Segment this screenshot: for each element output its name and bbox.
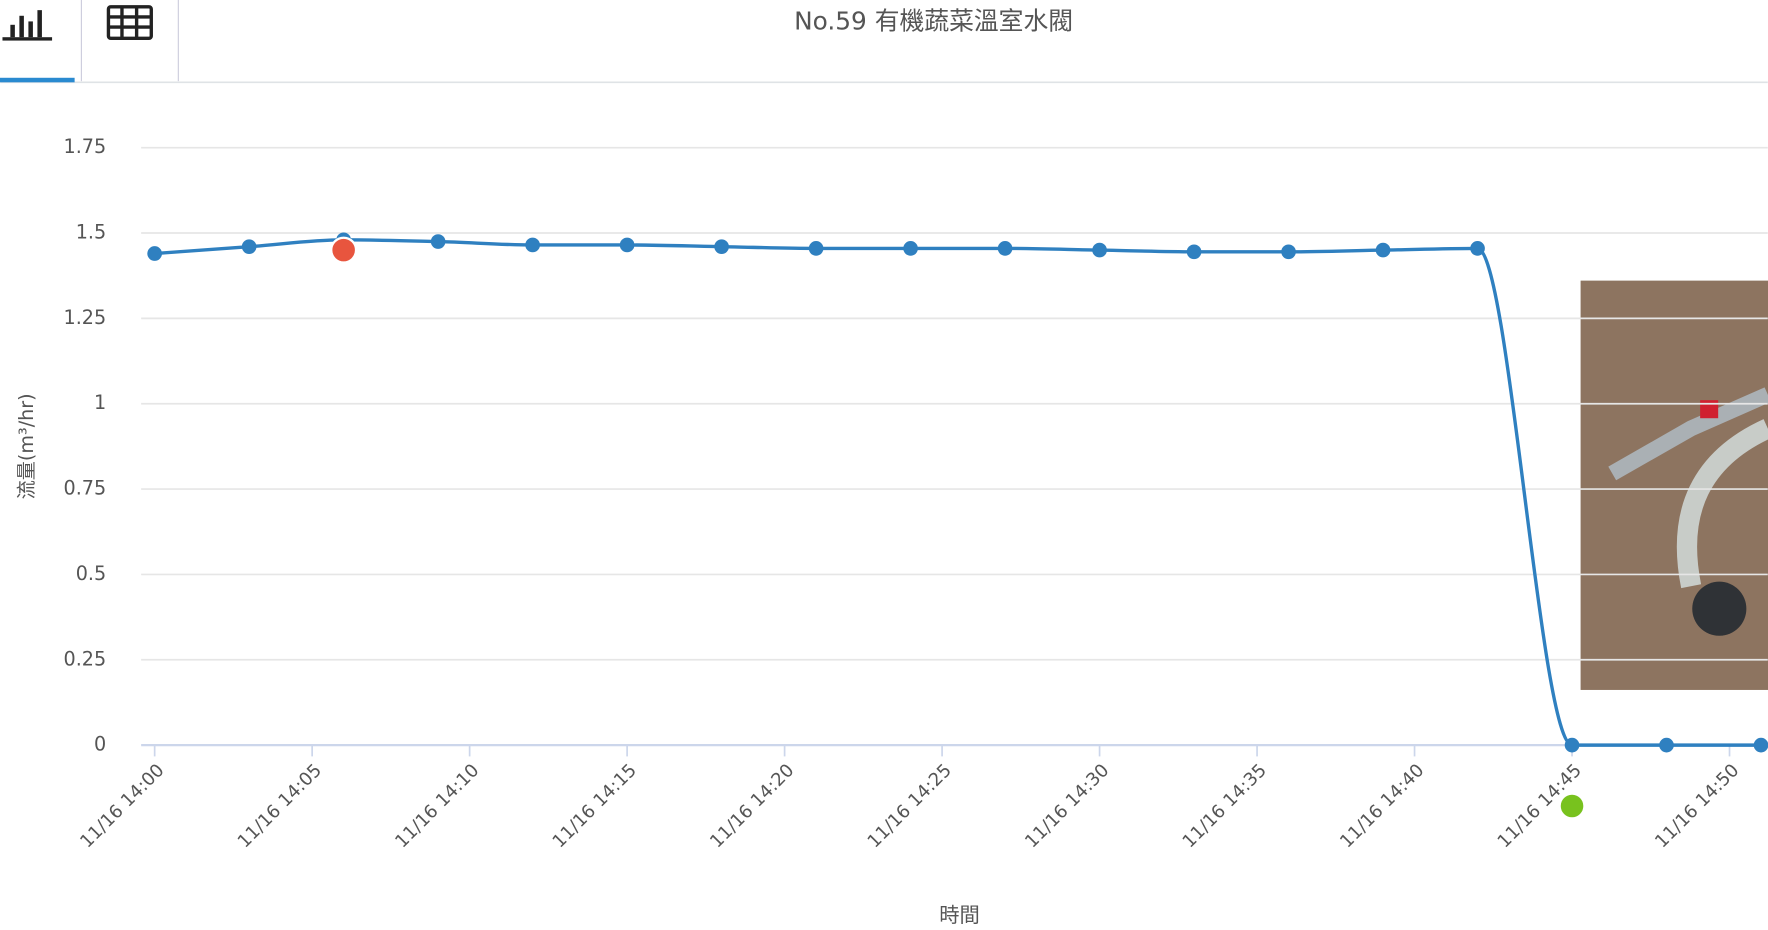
- x-tick-label: 11/16 14:30: [1021, 760, 1113, 852]
- photo-meter: [1692, 581, 1747, 636]
- data-point: [1470, 241, 1485, 256]
- y-tick-label: 1: [94, 391, 106, 414]
- data-point: [1186, 244, 1202, 260]
- y-tick-label: 0.75: [64, 477, 107, 500]
- data-point: [1659, 737, 1674, 753]
- x-tick-label: 11/16 14:35: [1179, 760, 1271, 852]
- y-tick-label: 0.5: [76, 562, 106, 585]
- series-line: [154, 238, 1762, 747]
- x-tick-label: 11/16 14:20: [706, 760, 798, 852]
- x-tick-label: 11/16 14:05: [234, 760, 326, 852]
- data-point: [619, 237, 635, 253]
- x-tick-label: 11/16 14:40: [1336, 760, 1428, 852]
- chart-view-button[interactable]: [0, 10, 75, 83]
- data-point: [808, 241, 824, 256]
- chart-title: No.59 有機蔬菜溫室水閥: [794, 7, 1073, 36]
- event-marker: [330, 236, 358, 264]
- data-point: [1281, 244, 1296, 260]
- data-point: [1564, 737, 1580, 753]
- photo-valve: [1700, 400, 1719, 419]
- table-view-button[interactable]: [106, 5, 153, 41]
- x-tick-label: 11/16 14:10: [391, 760, 483, 852]
- photo-pipe: [1608, 387, 1768, 481]
- event-marker: [1558, 792, 1586, 820]
- x-tick-label: 11/16 14:25: [864, 760, 956, 852]
- y-tick-label: 1.25: [64, 306, 107, 329]
- data-point: [997, 241, 1013, 256]
- data-point: [147, 246, 162, 261]
- y-tick-label: 1.75: [64, 135, 107, 158]
- bar-chart-icon: [2, 10, 53, 41]
- y-tick-label: 0.25: [64, 647, 107, 670]
- data-point: [1375, 242, 1391, 258]
- y-axis-label: 流量(m³/hr): [15, 393, 38, 499]
- table-icon: [106, 5, 153, 41]
- y-tick-label: 1.5: [76, 221, 106, 244]
- data-point: [714, 239, 729, 255]
- photo: [1580, 280, 1768, 690]
- photo-hose: [1676, 419, 1768, 589]
- data-point: [241, 239, 257, 255]
- y-tick-label: 0: [94, 733, 106, 756]
- data-point: [430, 234, 446, 249]
- x-tick-label: 11/16 14:00: [76, 760, 168, 852]
- active-tab-indicator: [0, 77, 75, 83]
- data-point: [1753, 737, 1768, 753]
- photo-leaves: [1580, 280, 1768, 690]
- x-tick-label: 11/16 14:15: [549, 760, 641, 852]
- data-point: [1092, 242, 1107, 258]
- data-point: [525, 237, 540, 253]
- x-tick-label: 11/16 14:50: [1651, 760, 1743, 852]
- x-axis-label: 時間: [939, 903, 980, 927]
- data-point: [903, 241, 918, 256]
